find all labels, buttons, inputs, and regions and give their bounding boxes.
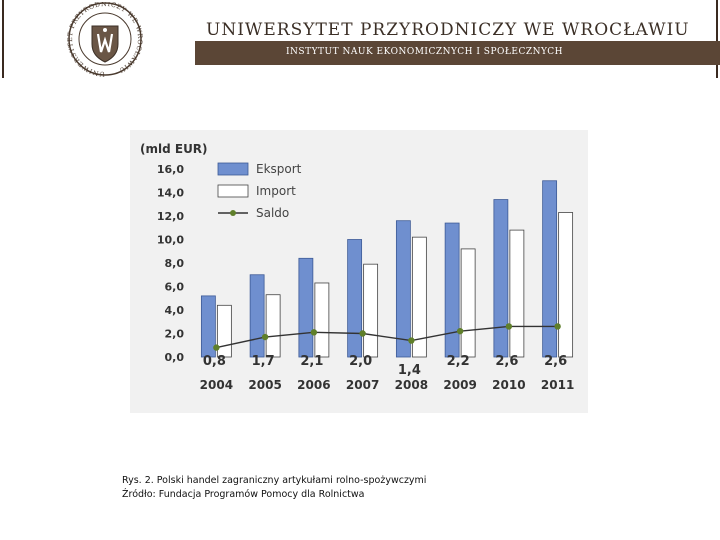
legend-saldo-marker (230, 210, 236, 216)
caption-title: Rys. 2. Polski handel zagraniczny artyku… (122, 475, 427, 486)
header: UNIWERSYTET PRZYRODNICZY WE WROCŁAWIU IN… (0, 0, 720, 80)
bar-eksport-2008 (395, 220, 411, 358)
saldo-data-label: 1,7 (252, 354, 275, 369)
legend-saldo-label: Saldo (256, 206, 289, 220)
x-tick-label: 2009 (443, 378, 476, 392)
bar-eksport-2010 (493, 199, 509, 358)
bar-import-2010 (509, 229, 525, 358)
bar-import-2005 (265, 294, 281, 358)
university-title: UNIWERSYTET PRZYRODNICZY WE WROCŁAWIU (206, 20, 690, 40)
saldo-data-label: 2,6 (495, 354, 518, 369)
saldo-data-label: 2,2 (447, 354, 470, 369)
bar-import-2004 (216, 304, 232, 358)
bar-eksport-2005 (249, 274, 265, 358)
saldo-data-label: 0,8 (203, 354, 226, 369)
bar-eksport-2006 (298, 257, 314, 358)
legend-eksport-label: Eksport (256, 162, 302, 176)
header-frame (2, 0, 718, 78)
y-tick-label: 10,0 (157, 234, 184, 247)
saldo-data-label: 1,4 (398, 363, 421, 378)
legend-eksport-swatch (217, 162, 249, 176)
bar-eksport-2007 (347, 239, 363, 358)
x-tick-label: 2008 (395, 378, 428, 392)
x-tick-label: 2004 (200, 378, 233, 392)
y-tick-label: 0,0 (165, 351, 185, 364)
figure-caption: Rys. 2. Polski handel zagraniczny artyku… (122, 474, 426, 502)
y-tick-label: 8,0 (165, 257, 185, 270)
university-seal-logo: UNIWERSYTET PRZYRODNICZY WE WROCŁAWIU (66, 2, 144, 78)
x-tick-label: 2011 (541, 378, 574, 392)
trade-chart: (mld EUR) 0,0 2,0 4,0 6,0 8,0 10,0 12,0 14,0 16,0… (130, 130, 588, 413)
y-tick-label: 2,0 (165, 328, 185, 341)
chart: (mld EUR) 0,0 2,0 4,0 6,0 8,0 10,0 12,0 14,0 16,0… (120, 125, 590, 415)
x-tick-label: 2007 (346, 378, 379, 392)
saldo-point-2004 (213, 344, 220, 351)
x-tick-label: 2010 (492, 378, 525, 392)
y-tick-label: 6,0 (165, 281, 185, 294)
y-tick-label: 14,0 (157, 187, 184, 200)
legend-import-label: Import (256, 184, 296, 198)
saldo-point-2006 (310, 329, 318, 336)
chart-unit-label: (mld EUR) (140, 142, 208, 156)
y-tick-label: 4,0 (165, 304, 185, 317)
bar-import-2007 (363, 263, 379, 358)
bar-import-2006 (314, 282, 330, 358)
bar-eksport-2004 (200, 295, 216, 358)
bar-import-2008 (411, 236, 427, 358)
bar-import-2011 (558, 212, 574, 358)
bar-import-2009 (460, 248, 476, 358)
saldo-point-2008 (408, 337, 415, 344)
saldo-point-2011 (554, 323, 561, 330)
bar-eksport-2009 (444, 222, 460, 358)
saldo-line (216, 325, 558, 349)
saldo-data-label: 2,6 (544, 354, 567, 369)
saldo-point-2009 (456, 327, 464, 335)
bar-eksport-2011 (542, 180, 558, 358)
y-tick-label: 12,0 (157, 210, 184, 223)
y-tick-label: 16,0 (157, 163, 184, 176)
institute-title: INSTYTUT NAUK EKONOMICZNYCH I SPOŁECZNYC… (286, 47, 564, 57)
x-tick-label: 2006 (297, 378, 330, 392)
saldo-point-2010 (505, 323, 513, 330)
header-band (195, 41, 720, 65)
saldo-point-2007 (359, 330, 366, 337)
caption-source: Źródło: Fundacja Programów Pomocy dla Ro… (122, 489, 365, 500)
x-tick-label: 2005 (248, 378, 281, 392)
saldo-point-2005 (261, 333, 269, 341)
saldo-data-label: 2,1 (300, 354, 323, 369)
legend-import-swatch (217, 184, 249, 198)
saldo-data-label: 2,0 (349, 354, 372, 369)
